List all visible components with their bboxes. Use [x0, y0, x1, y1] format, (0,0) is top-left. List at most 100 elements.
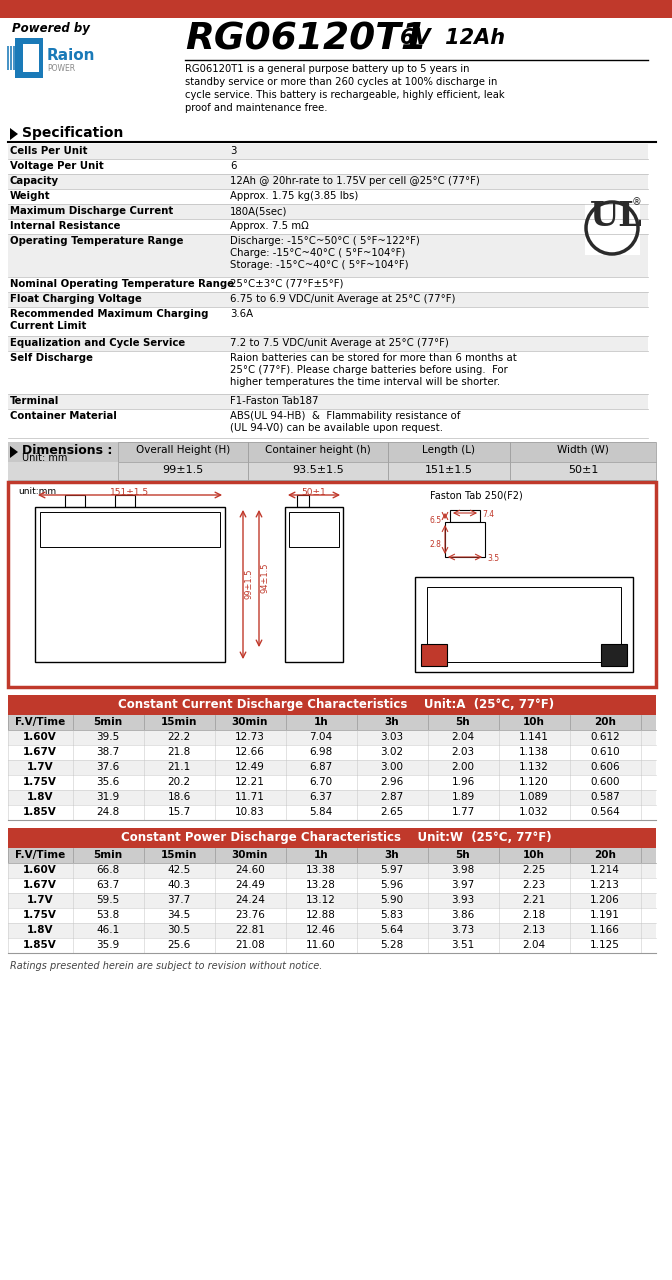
- Text: 3.00: 3.00: [380, 762, 403, 772]
- Text: standby service or more than 260 cycles at 100% discharge in: standby service or more than 260 cycles …: [185, 77, 497, 87]
- Text: Powered by: Powered by: [12, 22, 90, 35]
- Text: 31.9: 31.9: [96, 792, 120, 803]
- Text: 1.213: 1.213: [590, 881, 620, 890]
- Text: 2.65: 2.65: [380, 806, 404, 817]
- Text: 12.88: 12.88: [306, 910, 336, 920]
- Text: higher temperatures the time interval will be shorter.: higher temperatures the time interval wi…: [230, 378, 500, 387]
- Text: Current Limit: Current Limit: [10, 321, 87, 332]
- Text: Constant Current Discharge Characteristics    Unit:A  (25°C, 77°F): Constant Current Discharge Characteristi…: [118, 698, 554, 710]
- Text: 25°C±3°C (77°F±5°F): 25°C±3°C (77°F±5°F): [230, 279, 343, 289]
- Text: 40.3: 40.3: [167, 881, 191, 890]
- Text: 6.87: 6.87: [309, 762, 333, 772]
- Text: 1.60V: 1.60V: [23, 732, 57, 742]
- Bar: [15, 38, 43, 78]
- Bar: [0, 0, 672, 18]
- Bar: [8, 716, 656, 730]
- Text: 3h: 3h: [384, 850, 399, 860]
- Bar: [8, 847, 656, 863]
- Text: 21.08: 21.08: [235, 940, 265, 950]
- Text: 2.23: 2.23: [522, 881, 546, 890]
- Text: 99±1.5: 99±1.5: [163, 465, 204, 475]
- Text: 6.98: 6.98: [309, 748, 333, 756]
- Text: 15.7: 15.7: [167, 806, 191, 817]
- Text: Ratings presented herein are subject to revision without notice.: Ratings presented herein are subject to …: [10, 961, 323, 972]
- Bar: [228, 410, 648, 438]
- Text: 2.18: 2.18: [522, 910, 546, 920]
- Text: 10.83: 10.83: [235, 806, 265, 817]
- Bar: [8, 863, 656, 878]
- Bar: [8, 174, 228, 189]
- Text: Overall Height (H): Overall Height (H): [136, 445, 230, 454]
- Text: 30min: 30min: [232, 717, 268, 727]
- Text: 180A(5sec): 180A(5sec): [230, 206, 288, 216]
- Text: 3.5: 3.5: [487, 554, 499, 563]
- Bar: [8, 695, 656, 716]
- Bar: [23, 44, 39, 72]
- Bar: [8, 410, 228, 438]
- Text: 2.87: 2.87: [380, 792, 404, 803]
- Text: 3.97: 3.97: [452, 881, 474, 890]
- Bar: [10, 46, 12, 70]
- Text: Capacity: Capacity: [10, 175, 59, 186]
- Bar: [8, 790, 656, 805]
- Text: 2.21: 2.21: [522, 895, 546, 905]
- Text: 5.96: 5.96: [380, 881, 404, 890]
- Text: Length (L): Length (L): [423, 445, 476, 454]
- Bar: [8, 351, 228, 394]
- Text: 24.49: 24.49: [235, 881, 265, 890]
- Text: 37.6: 37.6: [96, 762, 120, 772]
- Text: Recommended Maximum Charging: Recommended Maximum Charging: [10, 308, 208, 319]
- Bar: [585, 195, 640, 255]
- Text: 42.5: 42.5: [167, 865, 191, 876]
- Text: 1h: 1h: [314, 717, 329, 727]
- Bar: [228, 351, 648, 394]
- Text: 59.5: 59.5: [96, 895, 120, 905]
- Text: 3.98: 3.98: [452, 865, 474, 876]
- Text: 0.564: 0.564: [590, 806, 620, 817]
- Text: 94±1.5: 94±1.5: [261, 563, 270, 593]
- Text: 1.67V: 1.67V: [23, 748, 57, 756]
- Text: 6.5: 6.5: [430, 516, 442, 525]
- Text: 12.49: 12.49: [235, 762, 265, 772]
- Text: (UL 94-V0) can be available upon request.: (UL 94-V0) can be available upon request…: [230, 422, 443, 433]
- Text: Self Discharge: Self Discharge: [10, 353, 93, 364]
- Bar: [8, 878, 656, 893]
- Text: 12.46: 12.46: [306, 925, 336, 934]
- Text: 2.04: 2.04: [522, 940, 546, 950]
- Text: UL: UL: [590, 200, 642, 233]
- Text: 0.610: 0.610: [590, 748, 620, 756]
- Bar: [248, 442, 388, 462]
- Text: 151±1.5: 151±1.5: [425, 465, 473, 475]
- Text: Approx. 1.75 kg(3.85 lbs): Approx. 1.75 kg(3.85 lbs): [230, 191, 358, 201]
- Bar: [510, 462, 656, 480]
- Text: 1.206: 1.206: [590, 895, 620, 905]
- Bar: [8, 805, 656, 820]
- Text: F.V/Time: F.V/Time: [15, 717, 65, 727]
- Text: 1.85V: 1.85V: [23, 940, 57, 950]
- Text: 38.7: 38.7: [96, 748, 120, 756]
- Text: 1.120: 1.120: [519, 777, 549, 787]
- Text: 1.77: 1.77: [452, 806, 474, 817]
- Text: 3.6A: 3.6A: [230, 308, 253, 319]
- Text: 1.132: 1.132: [519, 762, 549, 772]
- Text: 53.8: 53.8: [96, 910, 120, 920]
- Text: Width (W): Width (W): [557, 445, 609, 454]
- Bar: [40, 512, 220, 547]
- Text: Raion batteries can be stored for more than 6 months at: Raion batteries can be stored for more t…: [230, 353, 517, 364]
- Text: 46.1: 46.1: [96, 925, 120, 934]
- Text: Maximum Discharge Current: Maximum Discharge Current: [10, 206, 173, 216]
- Text: 5.83: 5.83: [380, 910, 404, 920]
- Bar: [601, 644, 627, 666]
- Text: 93.5±1.5: 93.5±1.5: [292, 465, 344, 475]
- Bar: [445, 522, 485, 557]
- Text: 3h: 3h: [384, 717, 399, 727]
- Text: 5min: 5min: [93, 717, 122, 727]
- Bar: [510, 442, 656, 462]
- Bar: [16, 46, 18, 70]
- Bar: [8, 307, 228, 335]
- Text: 3.86: 3.86: [452, 910, 474, 920]
- Text: 2.8: 2.8: [430, 540, 442, 549]
- Bar: [285, 507, 343, 662]
- Text: 1.60V: 1.60V: [23, 865, 57, 876]
- Bar: [8, 923, 656, 938]
